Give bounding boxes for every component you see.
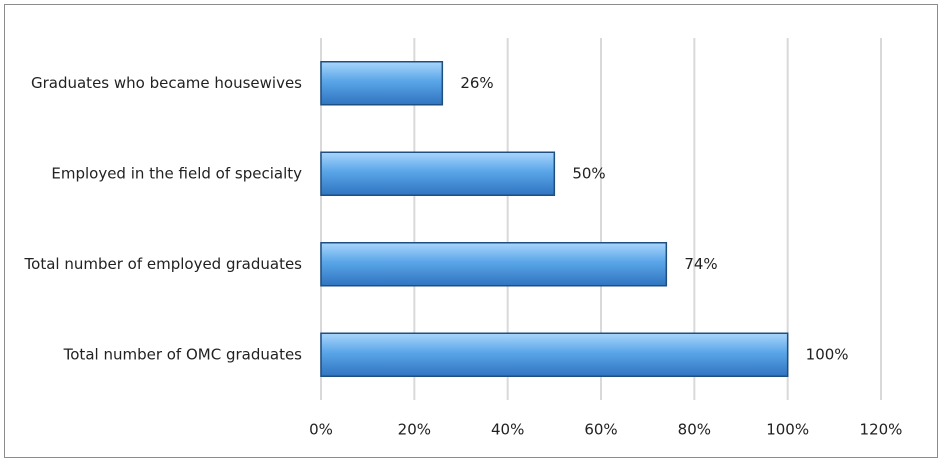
y-tick-label: Employed in the field of specialty (51, 164, 302, 182)
x-tick-label: 0% (309, 421, 333, 439)
x-tick-label: 40% (491, 421, 524, 439)
y-tick-label: Total number of employed graduates (24, 255, 303, 273)
value-label: 50% (572, 164, 605, 182)
y-tick-label: Total number of OMC graduates (63, 345, 303, 363)
x-tick-label: 100% (766, 421, 809, 439)
value-label: 74% (684, 255, 717, 273)
x-tick-label: 60% (584, 421, 617, 439)
bar (320, 61, 444, 106)
value-label: 100% (806, 345, 849, 363)
y-tick-label: Graduates who became housewives (31, 74, 302, 92)
x-tick-label: 120% (860, 421, 903, 439)
chart-frame (4, 4, 938, 458)
x-tick-label: 80% (678, 421, 711, 439)
bar (320, 242, 668, 287)
value-label: 26% (460, 74, 493, 92)
bar (320, 332, 789, 377)
bar (320, 151, 556, 196)
x-tick-label: 20% (398, 421, 431, 439)
